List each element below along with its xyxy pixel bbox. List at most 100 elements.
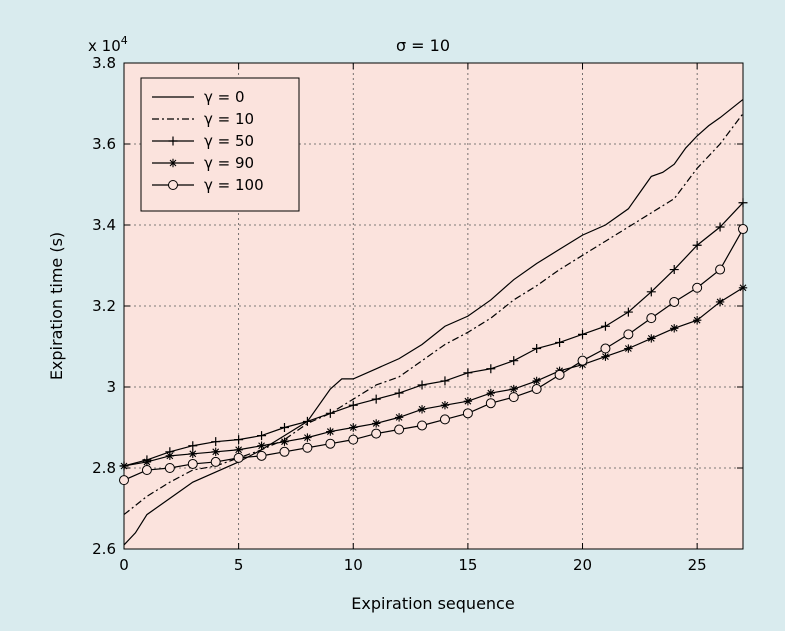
asterisk-marker	[280, 437, 289, 446]
circle-marker	[141, 465, 152, 476]
circle-marker	[279, 446, 290, 457]
plus-marker	[600, 321, 610, 331]
circle-marker	[462, 408, 473, 419]
legend-item: γ = 0	[152, 88, 245, 106]
series-line	[123, 202, 744, 467]
legend-items: γ = 0 γ = 10 γ = 50 γ = 90 γ = 100	[152, 88, 264, 194]
plus-marker	[715, 222, 725, 232]
x-tick-label: 25	[688, 556, 707, 574]
plus-marker	[669, 265, 679, 275]
asterisk-marker	[440, 401, 450, 410]
asterisk-marker	[624, 344, 633, 353]
circle-marker	[485, 398, 496, 409]
circle-marker	[600, 343, 611, 354]
legend-label: γ = 100	[204, 176, 264, 194]
circle-marker	[623, 329, 634, 340]
circle-marker	[164, 463, 175, 473]
plus-marker	[188, 441, 198, 451]
plus-marker	[623, 307, 633, 317]
plus-marker	[371, 394, 381, 404]
circle-marker	[508, 392, 519, 403]
plus-marker	[532, 344, 542, 354]
y-tick-label: 3.6	[92, 135, 116, 153]
plus-marker	[211, 437, 221, 447]
circle-marker	[738, 224, 748, 235]
series-line	[123, 98, 744, 546]
legend: γ = 0 γ = 10 γ = 50 γ = 90 γ = 100	[140, 77, 300, 212]
circle-marker	[394, 424, 405, 435]
circle-marker	[417, 420, 428, 431]
asterisk-marker	[601, 352, 610, 361]
plus-marker	[325, 408, 335, 418]
plus-marker	[394, 388, 404, 398]
circle-marker	[646, 313, 657, 324]
asterisk-marker	[211, 447, 220, 456]
asterisk-marker	[647, 334, 656, 343]
circle-marker	[439, 414, 450, 425]
plus-marker	[440, 376, 450, 386]
plus-marker	[738, 198, 748, 208]
y-tick-label: 2.8	[92, 459, 116, 477]
legend-marker-sample	[168, 180, 178, 190]
plus-marker	[302, 416, 312, 426]
x-axis-label: Expiration sequence	[351, 594, 514, 613]
circle-marker	[187, 458, 198, 469]
circle-marker	[531, 384, 542, 395]
x-tick-label: 20	[573, 556, 592, 574]
asterisk-marker	[670, 324, 679, 333]
legend-label: γ = 0	[204, 88, 245, 106]
plus-marker	[279, 423, 289, 432]
circle-marker	[669, 296, 680, 307]
y-tick-label: 3.4	[92, 216, 116, 234]
asterisk-marker	[142, 457, 152, 467]
plus-marker	[417, 380, 427, 390]
asterisk-marker	[715, 297, 725, 307]
asterisk-marker	[394, 413, 404, 422]
plus-marker	[509, 356, 519, 366]
circle-marker	[302, 442, 313, 453]
series-group	[119, 198, 748, 471]
circle-marker	[119, 475, 129, 486]
x-tick-label: 10	[344, 556, 363, 574]
circle-marker	[692, 282, 703, 293]
asterisk-marker	[738, 283, 748, 292]
x-tick-label: 15	[458, 556, 477, 574]
legend-item: γ = 100	[152, 176, 264, 194]
series-group	[123, 98, 744, 546]
asterisk-marker	[188, 449, 197, 459]
series-line	[123, 287, 744, 467]
asterisk-marker	[257, 441, 266, 450]
asterisk-marker	[303, 433, 312, 442]
asterisk-marker	[326, 427, 335, 436]
plus-marker	[555, 337, 565, 347]
circle-marker	[233, 452, 244, 463]
x-tick-label: 0	[119, 556, 129, 574]
plus-marker	[348, 400, 358, 410]
y-multiplier-exponent: 4	[121, 34, 128, 47]
plus-marker	[463, 368, 473, 378]
circle-marker	[715, 264, 726, 275]
asterisk-marker	[349, 423, 358, 432]
legend-label: γ = 90	[204, 154, 254, 172]
legend-label: γ = 50	[204, 132, 254, 150]
circle-marker	[210, 456, 221, 467]
plus-marker	[257, 431, 267, 441]
asterisk-marker	[119, 461, 129, 471]
asterisk-marker	[463, 396, 473, 406]
series-line	[123, 228, 744, 481]
series-lines	[119, 98, 748, 546]
axes: 0 5 10 15 20 25 2.6 2.8 3 3.2 3.4 3.6 3.8	[92, 54, 743, 574]
y-tick-label: 3	[106, 378, 116, 396]
plus-marker	[578, 329, 588, 339]
asterisk-marker	[165, 451, 175, 461]
circle-marker	[554, 369, 565, 380]
asterisk-marker	[234, 445, 243, 454]
y-axis-label: Expiration time (s)	[47, 232, 66, 380]
x-tick-label: 5	[234, 556, 244, 574]
plus-marker	[234, 435, 244, 445]
legend-marker-sample	[168, 136, 178, 146]
asterisk-marker	[371, 419, 381, 428]
legend-box	[140, 77, 300, 212]
